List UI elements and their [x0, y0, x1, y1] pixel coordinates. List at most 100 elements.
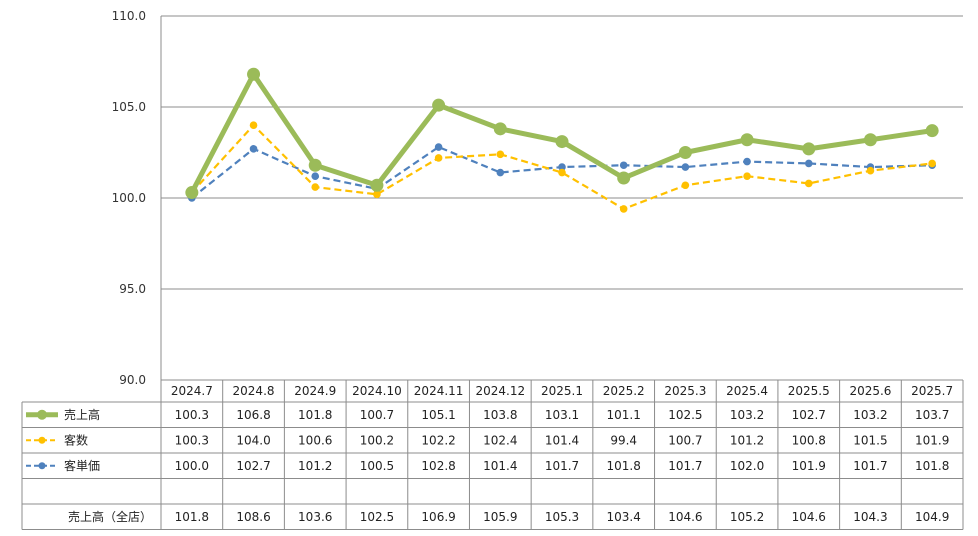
table-cell: 105.2 [730, 510, 764, 524]
data-point [558, 163, 566, 171]
data-point [804, 159, 813, 168]
category-label: 2024.11 [414, 384, 464, 398]
table-cell: 102.5 [360, 510, 394, 524]
y-tick-label-3: 95.0 [119, 282, 146, 296]
data-point [743, 172, 751, 180]
table-row-label: 売上高（全店） [68, 509, 152, 524]
table-cell: 105.1 [421, 408, 455, 422]
y-tick-label-0: 110.0 [112, 9, 146, 23]
data-point [311, 183, 320, 191]
table-cell: 101.2 [298, 459, 332, 473]
table-cell: 105.3 [545, 510, 579, 524]
table-cell: 101.7 [545, 459, 579, 473]
table-cell: 100.7 [360, 408, 394, 422]
table-cell: 101.7 [668, 459, 702, 473]
table-cell: 100.3 [175, 408, 209, 422]
data-point [804, 179, 813, 188]
table-cell: 101.8 [607, 459, 641, 473]
table-cell: 108.6 [236, 510, 270, 524]
table-cell: 102.7 [792, 408, 826, 422]
table-cell: 101.9 [792, 459, 826, 473]
table-row-label: 客数 [64, 432, 88, 447]
data-point [802, 142, 816, 156]
data-point [373, 190, 381, 199]
table-row-label: 客単価 [64, 458, 100, 473]
table-cell: 104.6 [668, 510, 702, 524]
y-tick-label-1: 105.0 [112, 100, 146, 114]
data-point [617, 171, 631, 185]
category-label: 2025.2 [603, 384, 645, 398]
table-cell: 101.2 [730, 433, 764, 447]
data-point [558, 168, 566, 177]
table-cell: 102.7 [236, 459, 270, 473]
category-label: 2024.10 [352, 384, 402, 398]
table-cell: 100.7 [668, 433, 702, 447]
category-label: 2025.4 [726, 384, 768, 398]
data-point [928, 159, 936, 168]
y-tick-label-4: 90.0 [119, 373, 146, 387]
category-label: 2025.1 [541, 384, 583, 398]
table-cell: 101.7 [853, 459, 887, 473]
category-label: 2025.6 [849, 384, 891, 398]
table-cell: 100.5 [360, 459, 394, 473]
table-cell: 106.8 [236, 408, 270, 422]
data-point [681, 163, 690, 171]
category-label: 2025.3 [664, 384, 706, 398]
data-point [496, 168, 505, 177]
data-point [740, 133, 754, 147]
legend-key-marker [38, 436, 46, 444]
table-cell: 101.1 [607, 408, 641, 422]
data-point [743, 157, 751, 166]
table-cell: 101.4 [545, 433, 579, 447]
table-cell: 105.9 [483, 510, 517, 524]
table-cell: 104.3 [853, 510, 887, 524]
table-cell: 101.9 [915, 433, 949, 447]
data-point [863, 133, 877, 147]
data-point [308, 158, 322, 172]
table-cell: 100.6 [298, 433, 332, 447]
data-point [185, 186, 199, 200]
table-cell: 103.1 [545, 408, 579, 422]
table-cell: 104.6 [792, 510, 826, 524]
table-cell: 102.8 [421, 459, 455, 473]
data-point [249, 145, 258, 153]
y-tick-label-2: 100.0 [112, 191, 146, 205]
table-cell: 100.3 [175, 433, 209, 447]
category-label: 2024.12 [475, 384, 525, 398]
data-point [249, 121, 258, 129]
data-point [866, 166, 875, 175]
data-point [434, 143, 443, 151]
table-cell: 103.6 [298, 510, 332, 524]
data-point [681, 181, 690, 190]
table-cell: 103.7 [915, 408, 949, 422]
table-cell: 103.2 [853, 408, 887, 422]
table-cell: 100.2 [360, 433, 394, 447]
table-cell: 103.4 [607, 510, 641, 524]
table-cell: 101.5 [853, 433, 887, 447]
table-row-label: 売上高 [64, 407, 100, 422]
data-point [434, 154, 443, 162]
table-cell: 101.8 [298, 408, 332, 422]
data-point [247, 67, 261, 81]
table-cell: 102.2 [421, 433, 455, 447]
category-label: 2025.5 [788, 384, 830, 398]
category-label: 2024.7 [171, 384, 213, 398]
table-cell: 102.5 [668, 408, 702, 422]
data-point [925, 124, 939, 138]
data-point [432, 98, 446, 112]
data-point [493, 122, 507, 136]
table-cell: 99.4 [610, 433, 637, 447]
table-cell: 104.9 [915, 510, 949, 524]
data-point [678, 146, 692, 159]
data-point [496, 150, 505, 159]
table-cell: 102.0 [730, 459, 764, 473]
data-point [619, 205, 628, 213]
category-label: 2024.8 [233, 384, 275, 398]
table-cell: 106.9 [421, 510, 455, 524]
table-cell: 104.0 [236, 433, 270, 447]
table-cell: 103.8 [483, 408, 517, 422]
table-cell: 100.0 [175, 459, 209, 473]
legend-key-marker [38, 462, 46, 470]
category-label: 2025.7 [911, 384, 953, 398]
